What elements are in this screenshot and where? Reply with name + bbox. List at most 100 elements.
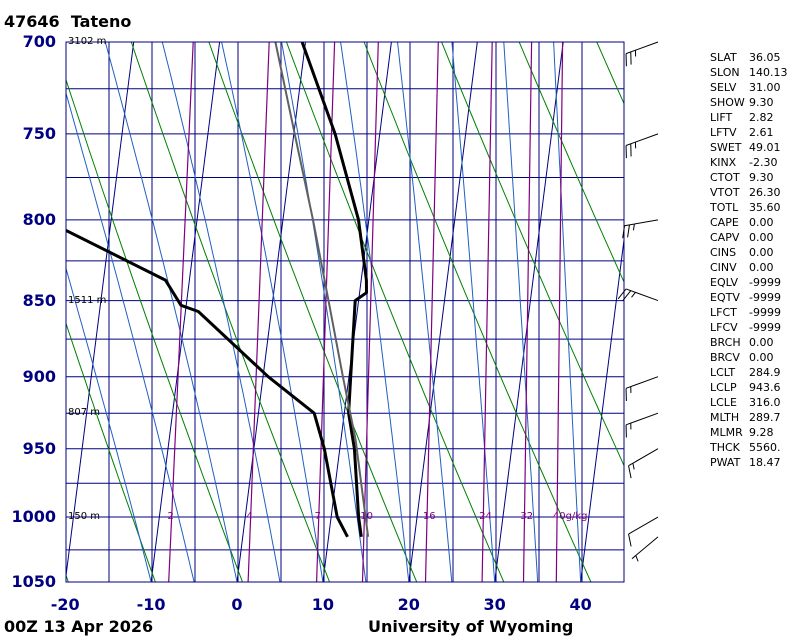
mixing-ratio-label: 2 [167,511,174,523]
mixing-ratio-label: 4 [246,511,253,523]
wind-barb-stroke [631,292,636,298]
mixing-ratio-label: 7 [314,511,322,523]
temperature-tick-label: -20 [50,595,80,614]
index-name: VTOT [710,186,740,199]
index-value: -2.30 [749,156,778,169]
index-row: SLAT 36.05 [710,50,800,65]
mixing-ratio-label: 24 [479,511,492,523]
wind-barb-stroke [625,288,659,302]
index-value: 284.9 [749,366,781,379]
mixing-ratio-label: 10 [360,511,373,523]
dry-adiabat-line [66,321,156,582]
height-label: 807 m [68,407,101,419]
index-row: MLMR 9.28 [710,425,800,440]
wind-barb-stroke [628,465,632,479]
mixing-ratio-line [168,42,194,582]
index-row: EQLV -9999 [710,275,800,290]
index-value: 2.61 [749,126,774,139]
index-name: LCLT [710,366,736,379]
mixing-ratio-line [424,42,439,582]
isotherm-line [150,42,221,582]
moist-adiabat-line [161,42,281,582]
index-name: CINV [710,261,737,274]
pressure-tick-label: 950 [22,438,56,458]
temperature-tick-label: 10 [311,595,335,614]
index-row: SHOW 9.30 [710,95,800,110]
height-label: 1511 m [68,294,107,306]
index-name: LFCV [710,321,738,334]
index-name: SELV [710,81,737,94]
index-name: LCLP [710,381,737,394]
index-row: LCLP 943.6 [710,380,800,395]
wind-barb-stroke [622,290,632,301]
pressure-tick-label: 800 [22,209,56,229]
index-row: CAPE 0.00 [710,215,800,230]
index-name: CTOT [710,171,740,184]
index-name: LCLE [710,396,737,409]
mixing-ratio-label: 32 [520,511,534,523]
moist-adiabat-line [66,91,195,582]
dry-adiabat-line [66,78,243,582]
index-name: LFTV [710,126,737,139]
index-name: SLON [710,66,740,79]
index-name: LFCT [710,306,737,319]
index-row: LFCT -9999 [710,305,800,320]
mixing-ratio-line [316,42,336,582]
index-value: 31.00 [749,81,781,94]
isotherm-line [408,42,478,582]
wind-barb-stroke [632,463,635,470]
moist-adiabat-line [340,42,410,582]
index-value: 26.30 [749,186,781,199]
temperature-tick-label: 0 [231,595,243,614]
moist-adiabat-line [451,42,496,582]
index-row: EQTV -9999 [710,290,800,305]
index-row: LFTV 2.61 [710,125,800,140]
dry-adiabat-line [518,42,624,284]
index-value: 316.0 [749,396,781,409]
index-name: SHOW [710,96,745,109]
index-row: LIFT 2.82 [710,110,800,125]
index-name: PWAT [710,456,741,469]
index-value: 0.00 [749,351,774,364]
index-row: TOTL 35.60 [710,200,800,215]
dry-adiabat-line [208,42,418,582]
dry-adiabat-line [441,42,624,467]
index-row: CINS 0.00 [710,245,800,260]
pressure-tick-label: 850 [22,290,56,310]
mixing-ratio-label: 16 [422,511,436,523]
index-value: 140.13 [749,66,788,79]
station-title: 47646 Tateno [4,12,131,31]
index-value: 49.01 [749,141,781,154]
wind-barb-stroke [632,223,635,231]
index-name: SLAT [710,51,737,64]
wind-barb-stroke [625,133,659,146]
index-value: -9999 [749,291,781,304]
isotherm-line [580,235,624,582]
index-row: MLTH 289.7 [710,410,800,425]
index-value: 0.00 [749,336,774,349]
index-value: 9.30 [749,171,774,184]
wind-barb [628,516,659,547]
index-row: SLON 140.13 [710,65,800,80]
index-name: BRCH [710,336,741,349]
isotherm-line [66,42,135,580]
wind-barb-stroke [625,376,659,389]
index-value: 36.05 [749,51,781,64]
index-row: LFCV -9999 [710,320,800,335]
wind-barb [625,412,659,438]
index-value: 289.7 [749,411,781,424]
index-row: THCK 5560. [710,440,800,455]
mixing-ratio-line [481,42,493,582]
wind-barb-stroke [622,225,626,239]
index-row: PWAT 18.47 [710,455,800,470]
pressure-tick-label: 1050 [11,572,56,591]
index-name: BRCV [710,351,740,364]
index-name: MLTH [710,411,740,424]
pressure-tick-label: 750 [22,123,56,143]
observation-time: 00Z 13 Apr 2026 [4,617,154,636]
index-name: MLMR [710,426,743,439]
wind-barb-stroke [617,288,627,300]
indices-table: SLAT 36.05 SLON 140.13 SELV 31.00 SHOW 9.30 LIFT… [710,50,800,470]
height-label: 3102 m [68,36,107,47]
